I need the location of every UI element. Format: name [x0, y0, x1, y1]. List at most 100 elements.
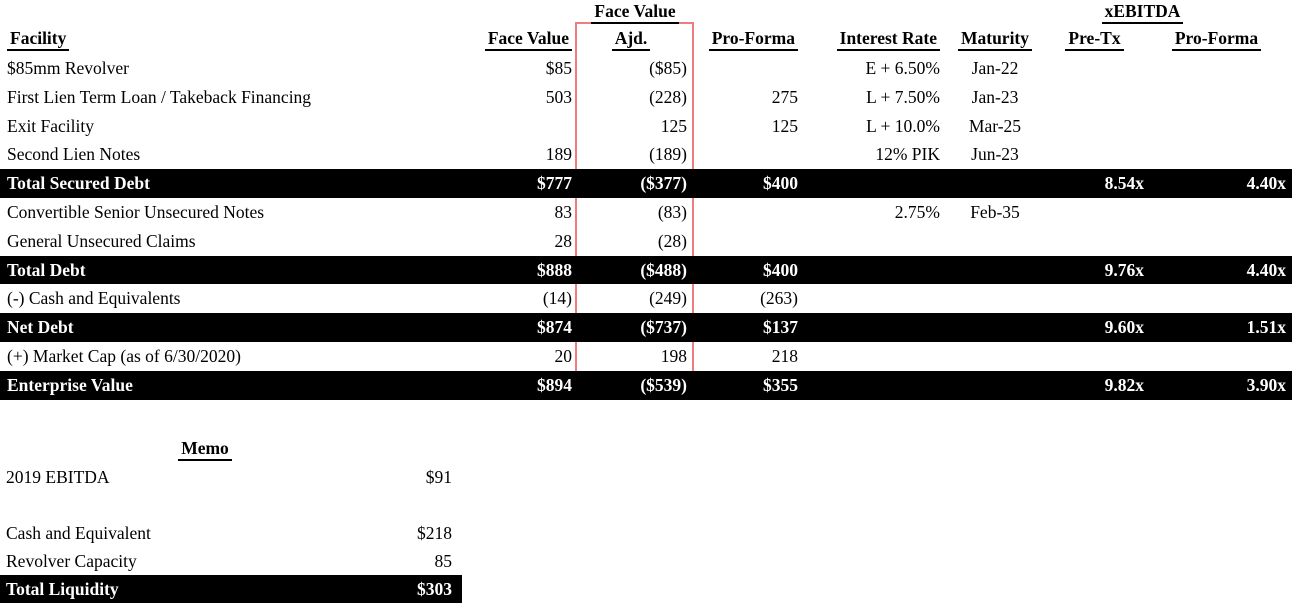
cell-interest-rate: L + 10.0%	[866, 115, 940, 136]
cell-adj: (83)	[657, 201, 687, 222]
row-enterprise-value: Enterprise Value $894 ($539) $355 9.82x …	[0, 370, 1292, 400]
cell-adj: (189)	[649, 144, 687, 165]
cell-interest-rate: E + 6.50%	[865, 58, 940, 78]
cell-interest-rate: 2.75%	[894, 201, 940, 222]
cell-facility: Total Debt	[7, 259, 86, 280]
cell-adj: 125	[660, 115, 687, 136]
cell-facility: Exit Facility	[7, 115, 95, 136]
cell-pre-tx	[1045, 284, 1147, 313]
cell-pro-forma-x	[1147, 112, 1292, 141]
cell-maturity	[945, 227, 1045, 256]
cell-face-value: $777	[537, 173, 572, 194]
cell-pre-tx	[1045, 198, 1147, 227]
cell-pro-forma: $400	[763, 259, 798, 280]
cell-pre-tx	[1045, 83, 1147, 112]
table-header-row: Facility Face Value Ajd. Pro-Forma Inter…	[0, 24, 1292, 54]
col-header-pro-forma-x: Pro-Forma	[1147, 24, 1292, 54]
cell-interest-rate	[807, 256, 945, 285]
cell-facility: (+) Market Cap (as of 6/30/2020)	[7, 345, 241, 366]
cell-face-value: $874	[537, 317, 572, 338]
cell-facility: (-) Cash and Equivalents	[7, 288, 181, 309]
memo-row-cash-and-equivalent: Cash and Equivalent $218	[0, 519, 462, 547]
cell-facility: Net Debt	[7, 317, 74, 338]
cell-pro-forma-x: 4.40x	[1246, 259, 1286, 280]
cell-maturity	[945, 284, 1045, 313]
cell-facility: Total Secured Debt	[7, 173, 150, 194]
row-market-cap: (+) Market Cap (as of 6/30/2020) 20 198 …	[0, 342, 1292, 371]
memo-value: 85	[434, 551, 453, 571]
col-header-pre-tx: Pre-Tx	[1045, 24, 1147, 54]
cell-adj: 198	[660, 345, 687, 366]
cell-maturity: Jan-22	[971, 58, 1019, 78]
cell-adj: ($539)	[640, 374, 687, 395]
col-header-interest-rate: Interest Rate	[807, 24, 945, 54]
cell-pro-forma-x	[1147, 83, 1292, 112]
cell-maturity	[945, 371, 1045, 400]
col-header-face-value: Face Value	[460, 24, 575, 54]
cell-adj: ($488)	[640, 259, 687, 280]
cell-interest-rate	[807, 227, 945, 256]
cell-interest-rate	[807, 169, 945, 198]
cell-adj: ($737)	[640, 317, 687, 338]
memo-row-total-liquidity: Total Liquidity $303	[0, 575, 462, 603]
col-header-adj: Ajd.	[575, 24, 695, 54]
group-header-xebitda: xEBITDA	[1045, 0, 1240, 24]
cell-interest-rate	[807, 371, 945, 400]
cell-interest-rate	[807, 342, 945, 371]
memo-title: Memo	[0, 435, 410, 463]
cell-face-value: 83	[554, 201, 573, 222]
cell-pro-forma-x	[1147, 342, 1292, 371]
cell-face-value: $894	[537, 374, 572, 395]
cell-pro-forma: $355	[763, 374, 798, 395]
cell-pro-forma	[695, 227, 807, 256]
cell-pro-forma: (263)	[760, 288, 798, 309]
cell-pre-tx: 9.60x	[1104, 317, 1144, 338]
cell-facility: General Unsecured Claims	[7, 230, 196, 251]
cell-pro-forma	[695, 54, 807, 83]
cell-interest-rate	[807, 284, 945, 313]
row-convertible-senior-unsecured-notes: Convertible Senior Unsecured Notes 83 (8…	[0, 198, 1292, 227]
cell-pro-forma	[695, 140, 807, 169]
cell-interest-rate	[807, 313, 945, 342]
cell-maturity: Mar-25	[968, 115, 1022, 136]
row-total-debt: Total Debt $888 ($488) $400 9.76x 4.40x	[0, 255, 1292, 285]
col-header-pro-forma: Pro-Forma	[695, 24, 807, 54]
cell-face-value: 189	[545, 144, 572, 165]
cell-facility: Enterprise Value	[7, 374, 133, 395]
memo-value: $218	[417, 523, 452, 543]
cell-facility: Convertible Senior Unsecured Notes	[7, 201, 265, 222]
cell-maturity	[945, 256, 1045, 285]
cell-pro-forma-x	[1147, 284, 1292, 313]
cell-pro-forma: 125	[771, 115, 798, 136]
row-second-lien-notes: Second Lien Notes 189 (189) 12% PIK Jun-…	[0, 140, 1292, 169]
cell-face-value: $85	[545, 58, 572, 78]
col-header-maturity: Maturity	[945, 24, 1045, 54]
memo-label: 2019 EBITDA	[6, 467, 110, 487]
row-first-lien-term-loan: First Lien Term Loan / Takeback Financin…	[0, 83, 1292, 112]
memo-label: Cash and Equivalent	[6, 523, 151, 543]
row-total-secured-debt: Total Secured Debt $777 ($377) $400 8.54…	[0, 169, 1292, 198]
row-85mm-revolver: $85mm Revolver $85 ($85) E + 6.50% Jan-2…	[0, 54, 1292, 83]
cell-maturity: Jun-23	[971, 144, 1019, 165]
cell-face-value: 503	[545, 86, 572, 107]
cell-facility: $85mm Revolver	[7, 58, 129, 78]
cell-face-value	[460, 112, 575, 141]
cell-pro-forma-x: 4.40x	[1246, 173, 1286, 194]
cell-facility: Second Lien Notes	[7, 144, 141, 165]
cell-pro-forma: 275	[771, 86, 798, 107]
group-header-face-value: Face Value	[575, 0, 695, 24]
cell-pro-forma-x: 3.90x	[1246, 374, 1286, 395]
cell-pro-forma-x	[1147, 54, 1292, 83]
cell-pro-forma: $400	[763, 173, 798, 194]
cell-pro-forma: 218	[771, 345, 798, 366]
cell-adj: (249)	[649, 288, 687, 309]
col-header-facility: Facility	[0, 24, 460, 54]
cell-pre-tx	[1045, 112, 1147, 141]
cell-pre-tx: 9.76x	[1104, 259, 1144, 280]
cell-pro-forma	[695, 198, 807, 227]
debt-capitalization-table: Face Value xEBITDA Facility Face Value A…	[0, 0, 1292, 400]
cell-interest-rate: 12% PIK	[875, 144, 940, 165]
row-general-unsecured-claims: General Unsecured Claims 28 (28)	[0, 227, 1292, 256]
cell-interest-rate: L + 7.50%	[866, 86, 940, 107]
